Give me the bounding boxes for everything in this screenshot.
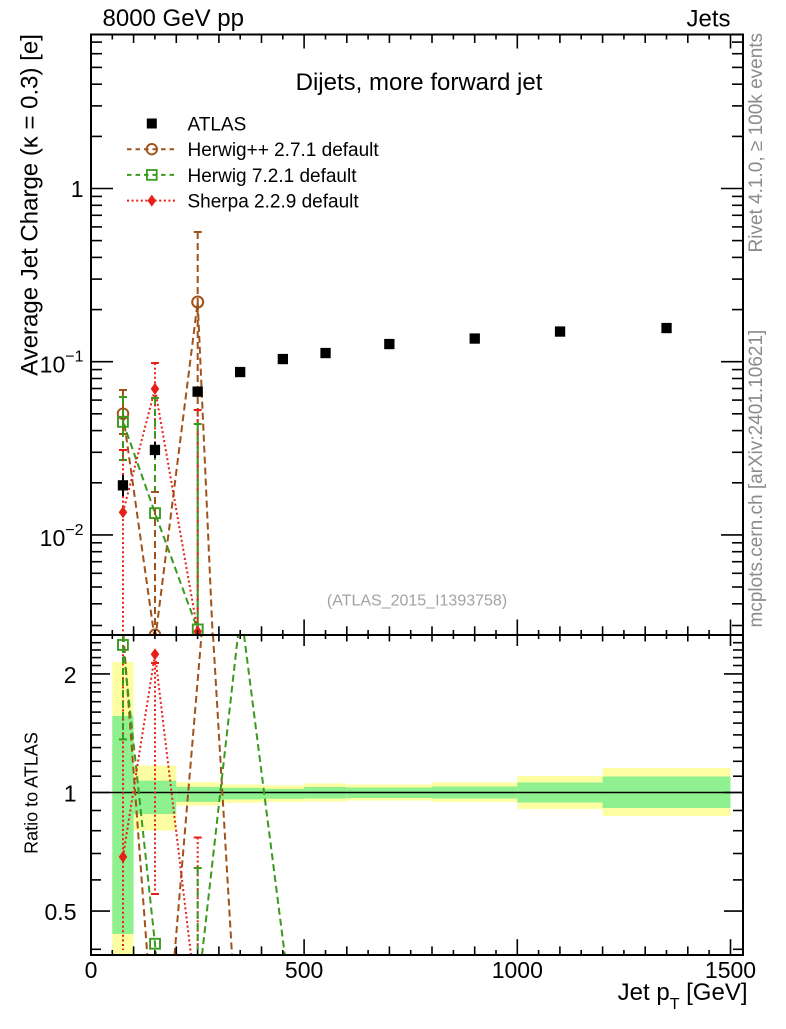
svg-text:Dijets, more forward jet: Dijets, more forward jet <box>296 69 543 96</box>
svg-text:1000: 1000 <box>492 957 543 983</box>
svg-text:2: 2 <box>64 662 77 688</box>
svg-text:Rivet 4.1.0, ≥ 100k events: Rivet 4.1.0, ≥ 100k events <box>746 33 767 253</box>
svg-text:Sherpa 2.2.9 default: Sherpa 2.2.9 default <box>188 192 360 213</box>
svg-text:ATLAS: ATLAS <box>188 115 247 136</box>
svg-text:0: 0 <box>85 957 98 983</box>
svg-text:mcplots.cern.ch [arXiv:2401.10: mcplots.cern.ch [arXiv:2401.10621] <box>746 330 767 628</box>
svg-text:Ratio to ATLAS: Ratio to ATLAS <box>22 732 42 854</box>
svg-text:Herwig++ 2.7.1 default: Herwig++ 2.7.1 default <box>188 140 380 161</box>
svg-text:1500: 1500 <box>705 957 756 983</box>
svg-text:0.5: 0.5 <box>45 899 77 925</box>
svg-text:500: 500 <box>285 957 323 983</box>
svg-text:Jets: Jets <box>686 6 730 33</box>
svg-text:Herwig 7.2.1 default: Herwig 7.2.1 default <box>188 166 358 187</box>
svg-text:8000 GeV pp: 8000 GeV pp <box>103 5 244 32</box>
svg-text:Average Jet Charge (κ = 0.3) [: Average Jet Charge (κ = 0.3) [e] <box>17 34 44 376</box>
svg-text:1: 1 <box>71 176 84 202</box>
svg-text:1: 1 <box>64 781 77 807</box>
svg-text:(ATLAS_2015_I1393758): (ATLAS_2015_I1393758) <box>327 593 507 610</box>
